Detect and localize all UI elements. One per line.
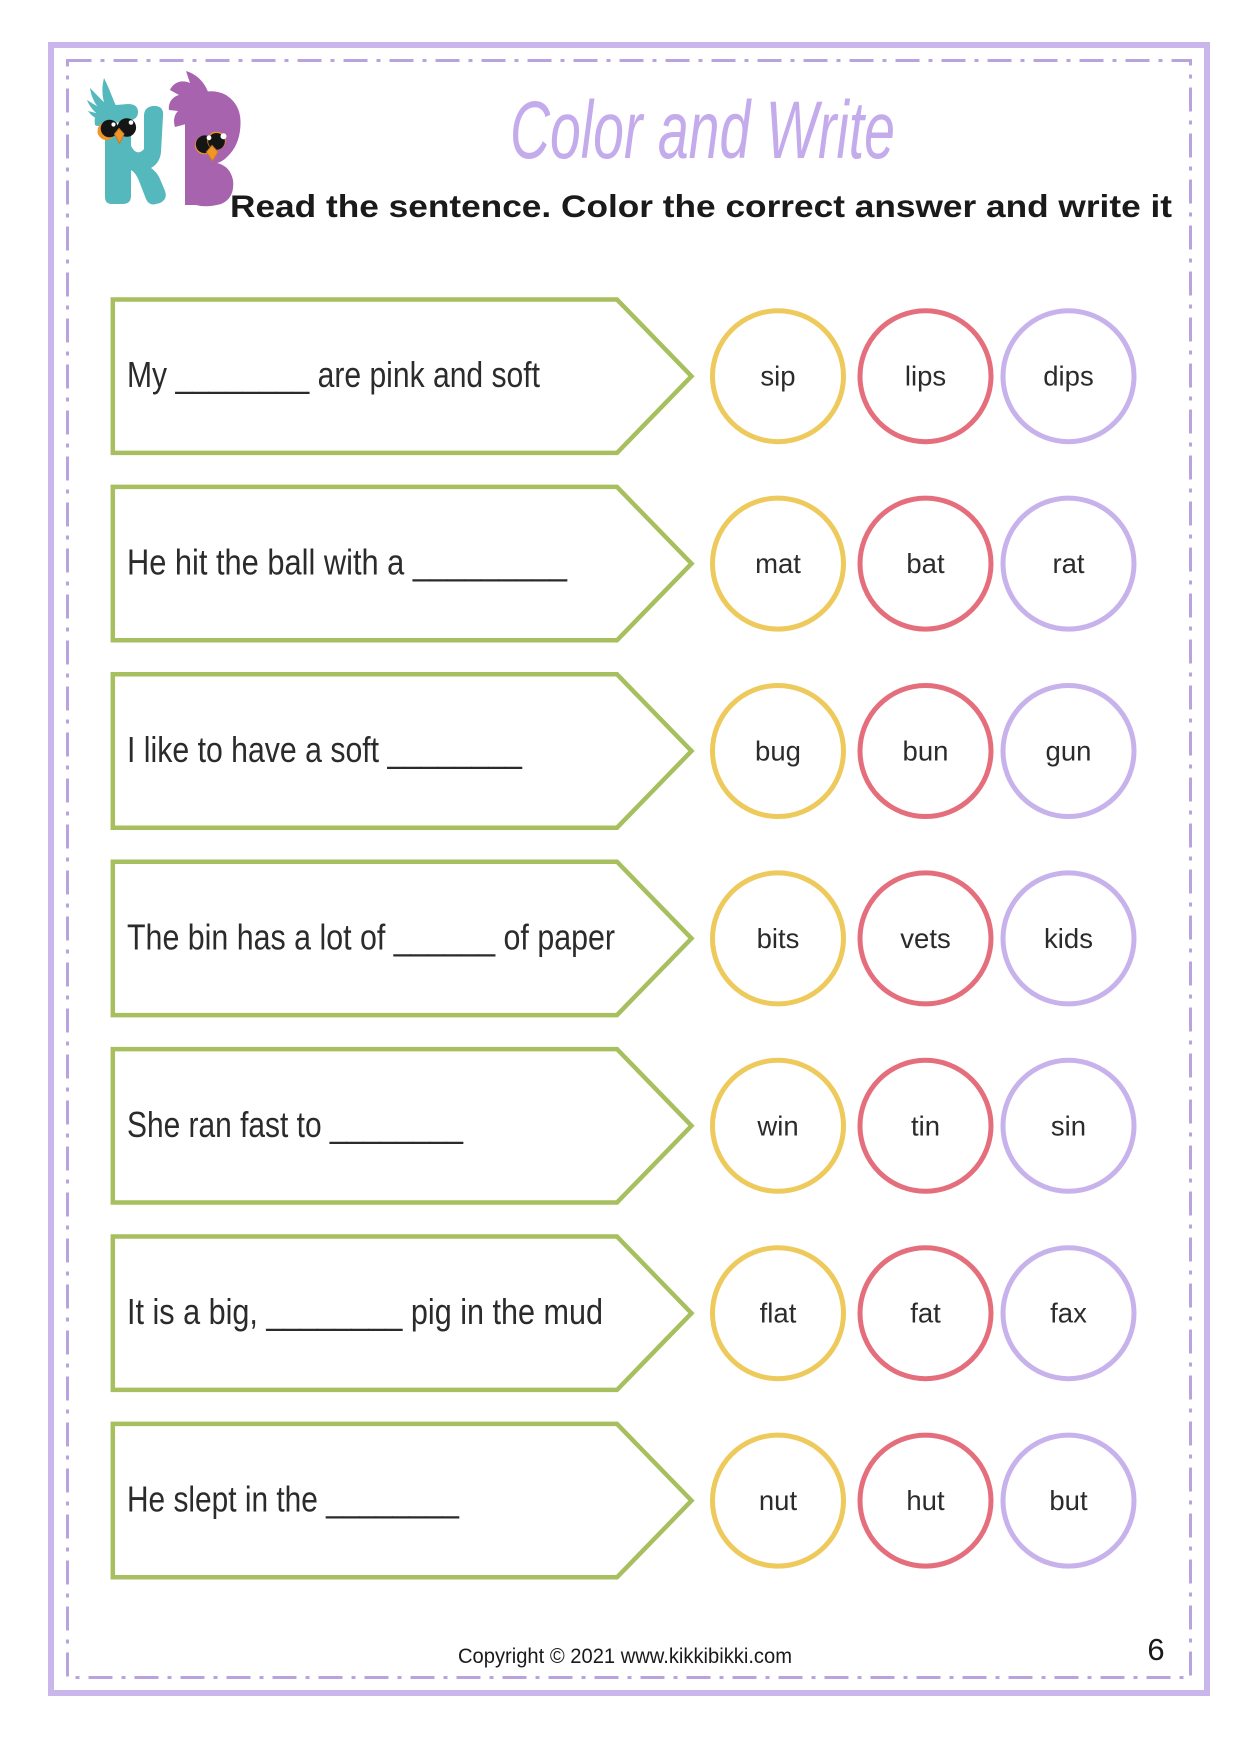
svg-text:bat: bat — [906, 548, 945, 579]
svg-text:rat: rat — [1052, 548, 1084, 579]
svg-text:fat: fat — [910, 1298, 941, 1329]
svg-text:bug: bug — [755, 736, 801, 767]
svg-text:Read the sentence. Color the c: Read the sentence. Color the correct ans… — [230, 188, 1173, 224]
svg-text:dips: dips — [1043, 361, 1093, 392]
svg-text:win: win — [756, 1110, 798, 1141]
svg-text:She ran fast to ________: She ran fast to ________ — [127, 1104, 464, 1145]
svg-text:He hit the ball with a _______: He hit the ball with a _________ — [127, 542, 568, 583]
svg-text:gun: gun — [1046, 736, 1092, 767]
svg-text:sin: sin — [1051, 1110, 1086, 1141]
svg-text:fax: fax — [1050, 1298, 1087, 1329]
svg-text:nut: nut — [759, 1485, 798, 1516]
svg-text:Color and Write: Color and Write — [510, 85, 895, 176]
svg-text:He slept in the ________: He slept in the ________ — [127, 1479, 460, 1520]
svg-text:Copyright © 2021 www.kikkibikk: Copyright © 2021 www.kikkibikki.com — [458, 1645, 792, 1668]
svg-text:hut: hut — [906, 1485, 945, 1516]
svg-text:bun: bun — [903, 736, 949, 767]
svg-text:bits: bits — [757, 923, 800, 954]
svg-text:sip: sip — [760, 361, 795, 392]
svg-text:6: 6 — [1147, 1632, 1164, 1667]
svg-text:but: but — [1049, 1485, 1088, 1516]
svg-text:It is a big, ________ pig in t: It is a big, ________ pig in the mud — [127, 1291, 603, 1332]
svg-text:tin: tin — [911, 1110, 940, 1141]
svg-text:mat: mat — [755, 548, 801, 579]
svg-text:I like to have a soft ________: I like to have a soft ________ — [127, 729, 523, 770]
svg-text:kids: kids — [1044, 923, 1093, 954]
svg-text:vets: vets — [900, 923, 950, 954]
svg-text:My ________ are pink and soft: My ________ are pink and soft — [127, 354, 540, 395]
svg-text:lips: lips — [905, 361, 946, 392]
svg-text:The bin has a lot of ______ of: The bin has a lot of ______ of paper — [127, 916, 615, 957]
svg-text:flat: flat — [760, 1298, 797, 1329]
